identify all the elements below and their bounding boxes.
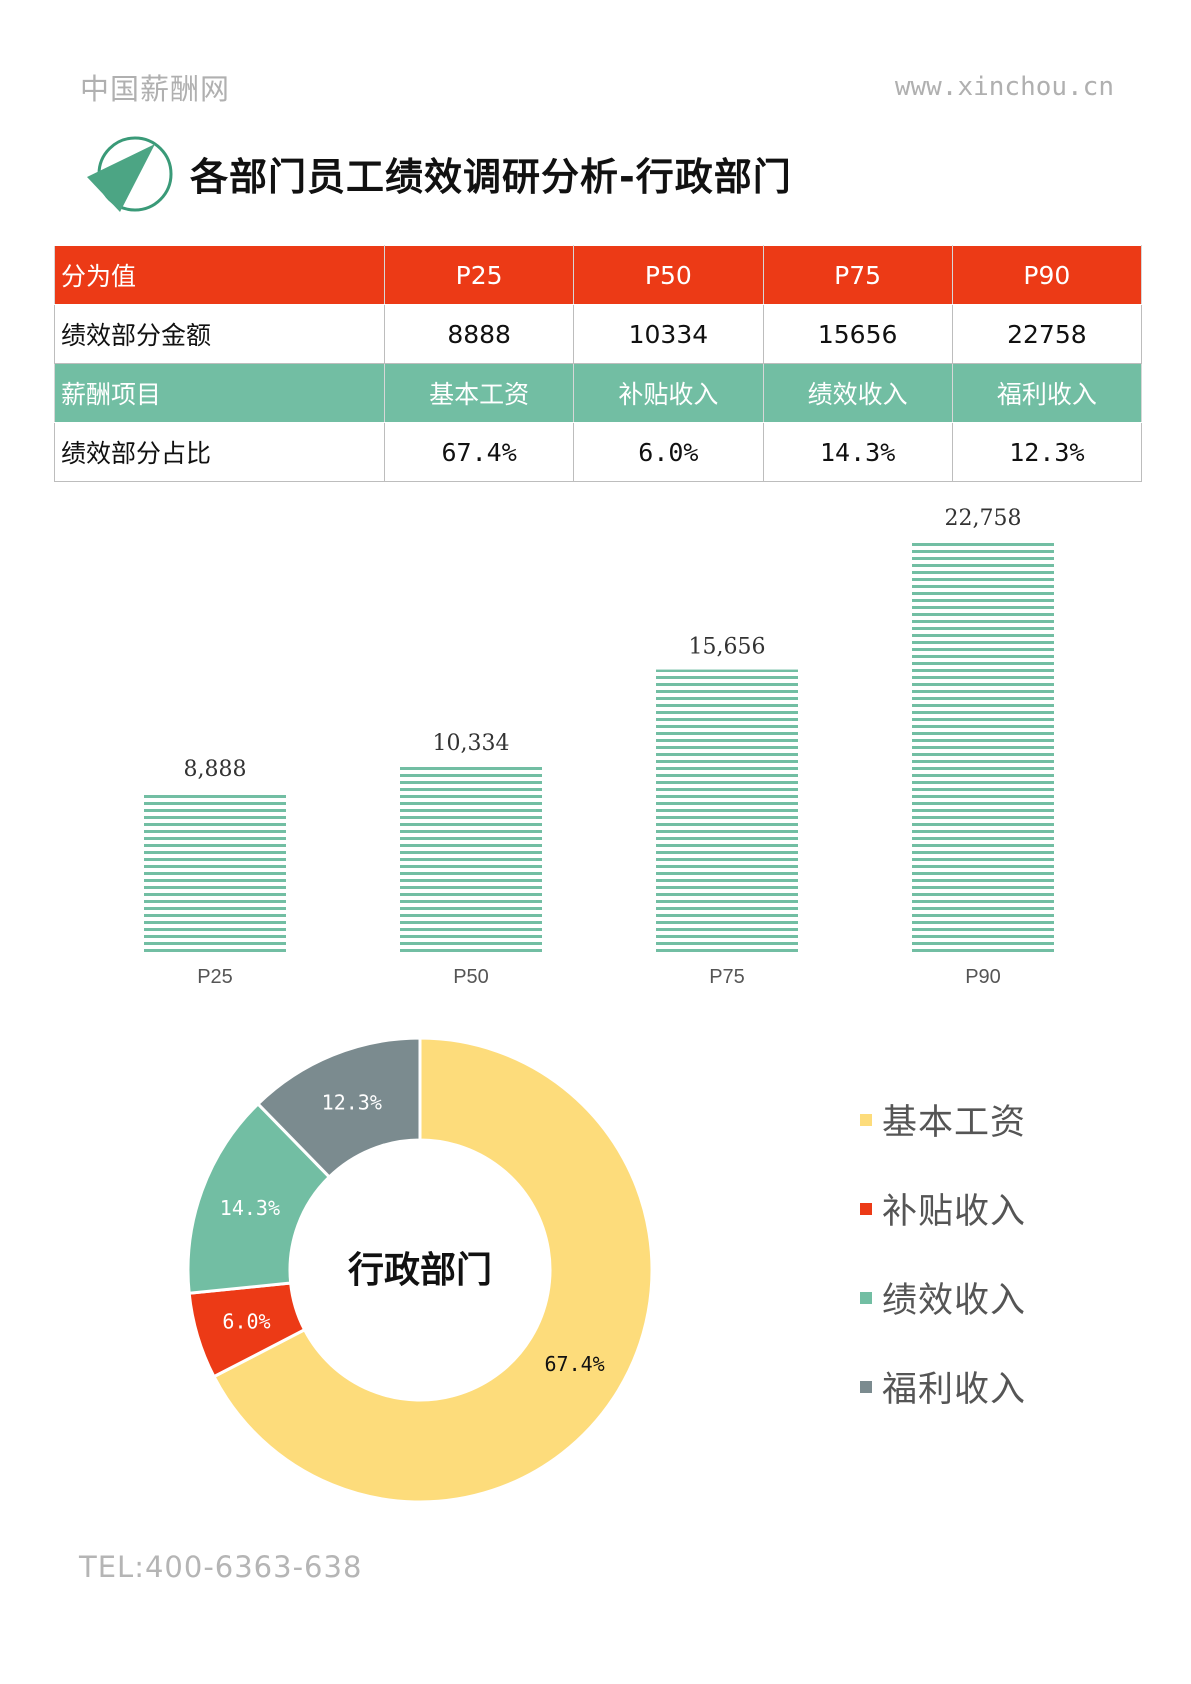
legend-label: 福利收入: [882, 1370, 1027, 1410]
table-cell: 10334: [573, 304, 764, 364]
row-label: 绩效部分金额: [54, 304, 385, 364]
table-row-amount: 绩效部分金额 8888 10334 15656 22758: [54, 304, 1143, 364]
legend-label: 基本工资: [882, 1103, 1027, 1143]
triangle-logo-icon: [87, 136, 173, 212]
table-row-percentile: 分为值 P25 P50 P75 P90: [54, 245, 1143, 305]
slice-value-label: 6.0%: [222, 1310, 270, 1334]
site-name: 中国薪酬网: [80, 72, 231, 106]
bar-p25: [144, 792, 286, 953]
slice-value-label: 12.3%: [322, 1090, 382, 1114]
table-cell: 绩效收入: [762, 363, 953, 423]
bar-p75: [656, 669, 798, 953]
legend-swatch: [860, 1113, 872, 1126]
legend-label: 绩效收入: [882, 1281, 1027, 1321]
bar-category-label: P25: [197, 966, 233, 988]
legend-item: 福利收入: [860, 1342, 1026, 1431]
legend-item: 补贴收入: [860, 1164, 1026, 1253]
legend-swatch: [860, 1202, 872, 1215]
table-cell: 8888: [383, 304, 575, 364]
bar-value-label: 8,888: [184, 757, 247, 782]
bar-category-label: P50: [453, 966, 489, 988]
legend-item: 基本工资: [860, 1075, 1026, 1164]
bar-value-label: 15,656: [689, 635, 766, 660]
bar-category-label: P90: [965, 966, 1001, 988]
row-label: 绩效部分占比: [54, 422, 385, 482]
donut-center-label: 行政部门: [348, 1250, 492, 1291]
summary-table: 分为值 P25 P50 P75 P90 绩效部分金额 8888 10334 15…: [54, 245, 1143, 482]
table-cell: P90: [951, 245, 1143, 305]
table-cell: 12.3%: [951, 422, 1143, 482]
table-cell: 6.0%: [573, 422, 764, 482]
legend-label: 补贴收入: [882, 1192, 1027, 1232]
donut-legend: 基本工资补贴收入绩效收入福利收入: [860, 1075, 1026, 1431]
table-cell: 22758: [951, 304, 1143, 364]
table-cell: 福利收入: [951, 363, 1143, 423]
table-row-item: 薪酬项目 基本工资 补贴收入 绩效收入 福利收入: [54, 363, 1143, 423]
table-row-share: 绩效部分占比 67.4% 6.0% 14.3% 12.3%: [54, 422, 1143, 482]
site-url[interactable]: www.xinchou.cn: [894, 72, 1114, 102]
table-cell: P50: [573, 245, 764, 305]
table-cell: P25: [383, 245, 575, 305]
table-cell: 基本工资: [383, 363, 575, 423]
table-cell: 补贴收入: [573, 363, 764, 423]
table-cell: 67.4%: [383, 422, 575, 482]
legend-item: 绩效收入: [860, 1253, 1026, 1342]
bar-p90: [912, 541, 1054, 953]
footer-phone: TEL:400-6363-638: [79, 1550, 363, 1584]
donut-slice: [255, 1036, 422, 1180]
bar-value-label: 10,334: [433, 731, 510, 756]
bar-p50: [400, 765, 542, 953]
page-title: 各部门员工绩效调研分析-行政部门: [190, 155, 792, 199]
row-label: 薪酬项目: [54, 363, 385, 423]
bar-chart: 8,888 P25 10,334 P50 15,656 P75 22,758 P90: [144, 506, 1054, 988]
legend-swatch: [860, 1291, 872, 1304]
table-cell: 15656: [762, 304, 953, 364]
slice-value-label: 67.4%: [545, 1352, 605, 1376]
donut-chart: 67.4% 6.0% 14.3% 12.3% 行政部门: [186, 1036, 654, 1504]
slice-value-label: 14.3%: [220, 1196, 280, 1220]
row-label: 分为值: [54, 245, 385, 305]
table-cell: 14.3%: [762, 422, 953, 482]
donut-slice: [211, 1036, 654, 1504]
legend-swatch: [860, 1380, 872, 1393]
bar-value-label: 22,758: [945, 506, 1022, 531]
bar-category-label: P75: [709, 966, 745, 988]
table-cell: P75: [762, 245, 953, 305]
